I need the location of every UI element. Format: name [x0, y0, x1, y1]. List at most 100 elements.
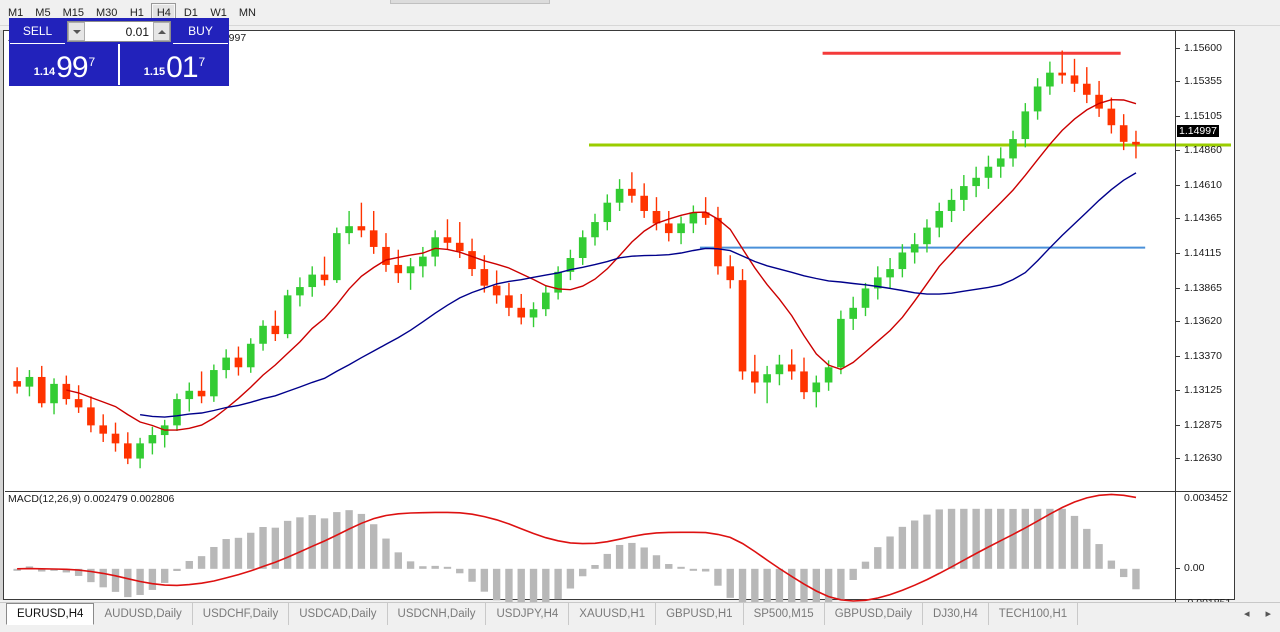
timeframe-button-m15[interactable]: M15: [62, 6, 84, 19]
macd-histogram-bar: [910, 520, 919, 569]
candle-body: [468, 251, 476, 270]
macd-histogram-bar: [591, 565, 599, 569]
candle-body: [566, 258, 575, 272]
price-axis-label: 1.13370: [1184, 350, 1222, 363]
timeframe-button-w1[interactable]: W1: [210, 6, 227, 19]
candle-body: [898, 252, 907, 270]
candle-body: [960, 186, 968, 200]
macd-histogram-bar: [1058, 508, 1066, 569]
macd-histogram-bar: [1070, 515, 1079, 569]
macd-histogram-bar: [665, 564, 673, 569]
price-axis-label: 1.12630: [1184, 452, 1222, 465]
candle-body: [37, 376, 46, 404]
tab-prev-arrow-icon[interactable]: ◂: [1243, 608, 1250, 620]
chart-tab-dj30-h4[interactable]: DJ30,H4: [923, 603, 989, 625]
chart-tab-audusd-daily[interactable]: AUDUSD,Daily: [94, 603, 193, 625]
sell-price-main: 99: [56, 51, 88, 84]
chart-tab-xauusd-h1[interactable]: XAUUSD,H1: [569, 603, 657, 625]
candle-body: [320, 274, 329, 281]
volume-input[interactable]: 0.01: [125, 24, 149, 39]
timeframe-button-mn[interactable]: MN: [238, 6, 256, 19]
macd-histogram-bar: [837, 568, 845, 600]
candle-body: [50, 383, 58, 404]
price-axis-label: 1.12875: [1184, 418, 1222, 431]
price-axis-label: 1.13865: [1184, 281, 1222, 294]
candle-body: [222, 357, 230, 371]
macd-histogram-bar: [788, 568, 796, 609]
one-click-trading-panel[interactable]: SELL 0.01 BUY 1.14 99 7 1.15 01 7: [9, 18, 229, 86]
price-axis-tick: [1176, 218, 1180, 220]
macd-plot-area[interactable]: [5, 491, 1231, 609]
sell-button[interactable]: 1.14 99 7: [10, 44, 118, 85]
chart-left-scroll-edge[interactable]: [0, 30, 4, 600]
candle-body: [111, 433, 120, 444]
macd-histogram-bar: [148, 568, 157, 590]
macd-histogram-bar: [579, 568, 587, 577]
price-axis[interactable]: 1.15600 1.15355 1.15105 1.14860 1.14610 1.143…: [1176, 31, 1234, 475]
macd-histogram-bar: [542, 568, 550, 609]
volume-stepper[interactable]: 0.01: [67, 21, 171, 42]
chart-tab-gbpusd-daily[interactable]: GBPUSD,Daily: [825, 603, 924, 625]
macd-histogram-bar: [406, 561, 415, 569]
candle-body: [751, 371, 759, 383]
candle-body: [615, 188, 624, 203]
macd-axis-tick: [1176, 567, 1180, 569]
candle-body: [357, 226, 366, 231]
candle-body: [210, 370, 218, 397]
macd-histogram-bar: [419, 566, 427, 569]
macd-histogram-bar: [517, 568, 525, 609]
candle-body: [529, 309, 538, 318]
macd-histogram-bar: [701, 568, 710, 572]
chart-window[interactable]: EURUSD,H4 1.14987 1.15003 1.14944 1.1499…: [3, 30, 1235, 629]
volume-decrease-button[interactable]: [68, 22, 85, 41]
candle-body: [443, 237, 452, 243]
timeframe-button-m5[interactable]: M5: [35, 6, 51, 19]
chart-tab-usdjpy-h4[interactable]: USDJPY,H4: [486, 603, 570, 625]
macd-histogram-bar: [1095, 544, 1103, 569]
candle-body: [419, 256, 427, 267]
sell-label[interactable]: SELL: [10, 19, 65, 44]
ma-fast-line: [66, 98, 1137, 431]
macd-histogram-bar: [320, 518, 329, 569]
toolbar-drag-handle[interactable]: [390, 0, 550, 4]
chart-tab-gbpusd-h1[interactable]: GBPUSD,H1: [656, 603, 744, 625]
macd-histogram-bar: [1119, 568, 1128, 578]
candle-body: [763, 374, 771, 383]
chart-tab-usdchf-daily[interactable]: USDCHF,Daily: [193, 603, 290, 625]
timeframe-button-m1[interactable]: M1: [8, 6, 24, 19]
price-axis-tick: [1176, 47, 1180, 49]
chart-tab-eurusd-h4[interactable]: EURUSD,H4: [6, 603, 95, 625]
candle-body: [578, 237, 587, 259]
chart-tab-usdcad-daily[interactable]: USDCAD,Daily: [289, 603, 388, 625]
timeframe-button-h4[interactable]: H4: [151, 2, 177, 23]
timeframe-button-m30[interactable]: M30: [95, 6, 118, 19]
chart-tab-tech100-h1[interactable]: TECH100,H1: [989, 603, 1079, 625]
candle-body: [1095, 94, 1103, 109]
macd-histogram-bar: [382, 538, 390, 569]
buy-label[interactable]: BUY: [173, 19, 228, 44]
timeframe-button-h1[interactable]: H1: [129, 6, 144, 19]
one-click-trading-controls: SELL 0.01 BUY: [10, 19, 228, 44]
macd-histogram-bar: [751, 568, 759, 609]
candle-body: [554, 271, 562, 293]
chart-tab-sp500-m15[interactable]: SP500,M15: [744, 603, 825, 625]
macd-histogram-bar: [74, 568, 83, 576]
macd-axis-label: 0.00: [1184, 561, 1205, 574]
macd-histogram-bar: [50, 568, 58, 571]
candle-body: [13, 381, 21, 387]
macd-signal-line: [17, 493, 1137, 602]
volume-increase-button[interactable]: [153, 22, 170, 41]
tab-next-arrow-icon[interactable]: ▸: [1265, 608, 1271, 620]
candle-body: [1009, 139, 1017, 159]
timeframe-button-d1[interactable]: D1: [183, 6, 198, 19]
candle-body: [369, 230, 378, 247]
candle-body: [628, 188, 636, 196]
chart-tab-usdcnh-daily[interactable]: USDCNH,Daily: [388, 603, 487, 625]
macd-histogram-bar: [898, 526, 907, 569]
price-axis-label: 1.15355: [1184, 75, 1222, 88]
price-axis-tick: [1176, 184, 1180, 186]
candle-body: [382, 246, 390, 265]
candle-body: [910, 244, 919, 253]
price-plot-area[interactable]: [5, 45, 1231, 489]
buy-button[interactable]: 1.15 01 7: [118, 44, 228, 85]
